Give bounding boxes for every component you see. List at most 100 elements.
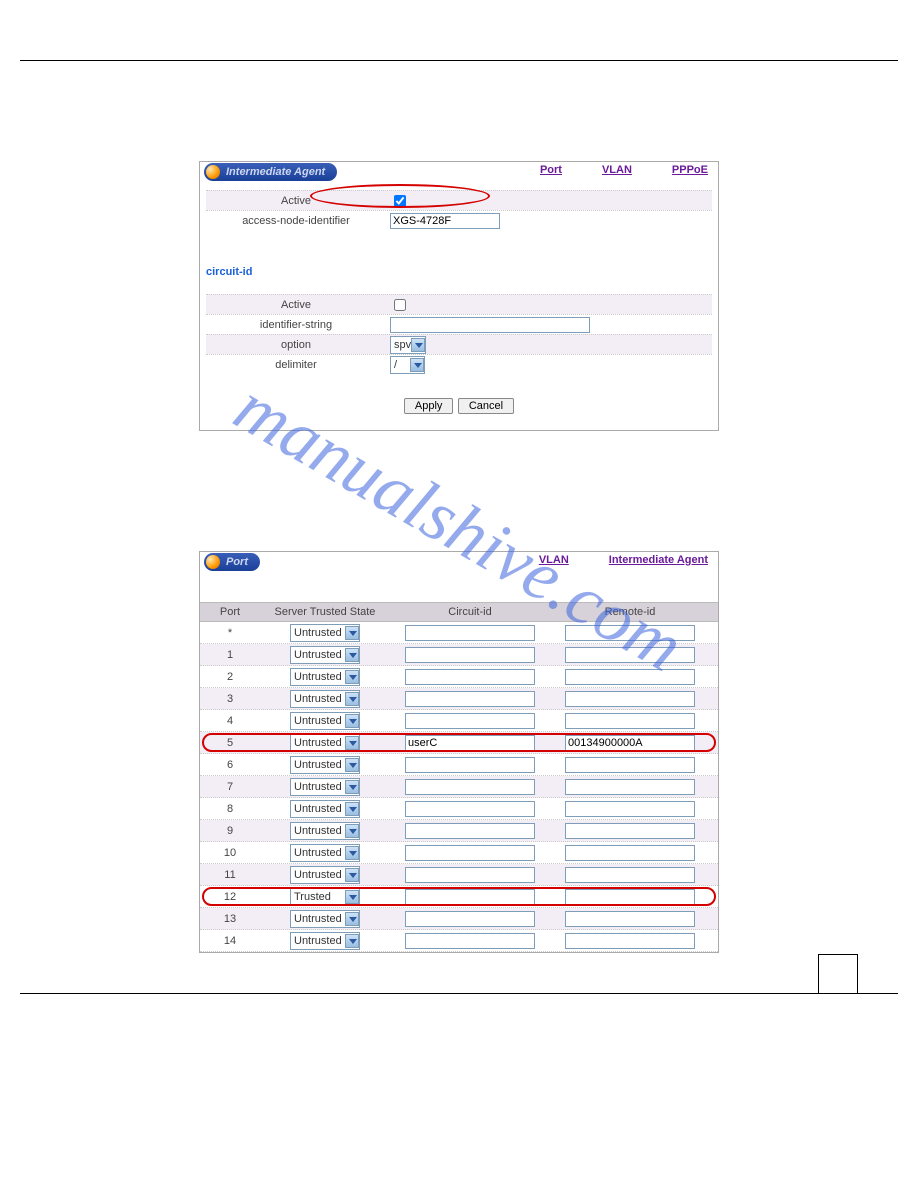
state-cell: Untrusted xyxy=(260,756,390,774)
state-cell: Untrusted xyxy=(260,668,390,686)
port-cell: 14 xyxy=(200,935,260,947)
port-cell: 3 xyxy=(200,693,260,705)
idstr-input[interactable] xyxy=(390,317,590,333)
port-cell: 13 xyxy=(200,913,260,925)
remote-id-input[interactable] xyxy=(565,933,695,949)
ani-input[interactable] xyxy=(390,213,500,229)
remote-id-input[interactable] xyxy=(565,691,695,707)
trusted-state-select[interactable]: Untrusted xyxy=(290,756,360,774)
chevron-down-icon xyxy=(345,692,359,706)
trusted-state-select[interactable]: Untrusted xyxy=(290,800,360,818)
chevron-down-icon xyxy=(345,648,359,662)
trusted-state-select[interactable]: Untrusted xyxy=(290,822,360,840)
circuit-id-cell xyxy=(390,713,550,729)
trusted-state-value: Untrusted xyxy=(294,935,342,947)
remote-id-input[interactable] xyxy=(565,625,695,641)
cancel-button[interactable]: Cancel xyxy=(458,398,514,414)
trusted-state-value: Untrusted xyxy=(294,847,342,859)
remote-id-input[interactable] xyxy=(565,779,695,795)
apply-button[interactable]: Apply xyxy=(404,398,454,414)
trusted-state-value: Untrusted xyxy=(294,693,342,705)
trusted-state-select[interactable]: Untrusted xyxy=(290,624,360,642)
trusted-state-select[interactable]: Untrusted xyxy=(290,712,360,730)
table-row: 13 Untrusted xyxy=(200,908,718,930)
circuit-id-input[interactable] xyxy=(405,735,535,751)
row-active: Active xyxy=(206,190,712,210)
remote-id-input[interactable] xyxy=(565,889,695,905)
remote-id-input[interactable] xyxy=(565,801,695,817)
link-port[interactable]: Port xyxy=(540,164,562,176)
circuit-id-input[interactable] xyxy=(405,647,535,663)
option-select[interactable]: spv xyxy=(390,336,426,354)
circuit-id-input[interactable] xyxy=(405,911,535,927)
state-cell: Trusted xyxy=(260,888,390,906)
circuit-id-cell xyxy=(390,779,550,795)
c-active-checkbox[interactable] xyxy=(394,299,406,311)
chevron-down-icon xyxy=(345,868,359,882)
remote-id-cell xyxy=(550,757,710,773)
state-cell: Untrusted xyxy=(260,734,390,752)
link-vlan[interactable]: VLAN xyxy=(602,164,632,176)
remote-id-input[interactable] xyxy=(565,911,695,927)
circuit-id-input[interactable] xyxy=(405,867,535,883)
table-row: * Untrusted xyxy=(200,622,718,644)
grid-head: Port Server Trusted State Circuit-id Rem… xyxy=(200,602,718,622)
trusted-state-select[interactable]: Untrusted xyxy=(290,866,360,884)
label-delimiter: delimiter xyxy=(206,359,386,371)
chevron-down-icon xyxy=(345,714,359,728)
table-row: 5Untrusted xyxy=(200,732,718,754)
trusted-state-select[interactable]: Untrusted xyxy=(290,668,360,686)
state-cell: Untrusted xyxy=(260,800,390,818)
circuit-id-input[interactable] xyxy=(405,669,535,685)
table-row: 6Untrusted xyxy=(200,754,718,776)
trusted-state-select[interactable]: Untrusted xyxy=(290,778,360,796)
circuit-id-input[interactable] xyxy=(405,625,535,641)
intermediate-agent-panel: Intermediate Agent Port VLAN PPPoE Activ… xyxy=(199,161,719,431)
circuit-id-input[interactable] xyxy=(405,801,535,817)
chevron-down-icon xyxy=(345,846,359,860)
remote-id-input[interactable] xyxy=(565,757,695,773)
circuit-id-cell xyxy=(390,669,550,685)
trusted-state-select[interactable]: Untrusted xyxy=(290,646,360,664)
remote-id-input[interactable] xyxy=(565,713,695,729)
circuit-id-input[interactable] xyxy=(405,823,535,839)
circuit-id-input[interactable] xyxy=(405,889,535,905)
link-intermediate-agent[interactable]: Intermediate Agent xyxy=(609,554,708,566)
delimiter-select[interactable]: / xyxy=(390,356,425,374)
label-ani: access-node-identifier xyxy=(206,215,386,227)
link-vlan-2[interactable]: VLAN xyxy=(539,554,569,566)
circuit-id-input[interactable] xyxy=(405,691,535,707)
link-pppoe[interactable]: PPPoE xyxy=(672,164,708,176)
port-cell: 7 xyxy=(200,781,260,793)
circuit-id-input[interactable] xyxy=(405,933,535,949)
remote-id-input[interactable] xyxy=(565,735,695,751)
remote-id-input[interactable] xyxy=(565,823,695,839)
trusted-state-select[interactable]: Untrusted xyxy=(290,844,360,862)
circuit-id-input[interactable] xyxy=(405,845,535,861)
chevron-down-icon xyxy=(345,912,359,926)
active-checkbox[interactable] xyxy=(394,195,406,207)
page-number-box xyxy=(818,954,858,994)
trusted-state-select[interactable]: Untrusted xyxy=(290,910,360,928)
remote-id-input[interactable] xyxy=(565,647,695,663)
port-cell: 4 xyxy=(200,715,260,727)
orb-icon xyxy=(206,555,220,569)
circuit-id-input[interactable] xyxy=(405,757,535,773)
trusted-state-select[interactable]: Untrusted xyxy=(290,734,360,752)
state-cell: Untrusted xyxy=(260,822,390,840)
port-cell: * xyxy=(200,627,260,639)
remote-id-input[interactable] xyxy=(565,867,695,883)
chevron-down-icon xyxy=(345,758,359,772)
panel-header: Intermediate Agent Port VLAN PPPoE xyxy=(200,162,718,182)
circuit-id-input[interactable] xyxy=(405,779,535,795)
remote-id-input[interactable] xyxy=(565,669,695,685)
remote-id-cell xyxy=(550,845,710,861)
option-value: spv xyxy=(394,339,411,351)
trusted-state-select[interactable]: Untrusted xyxy=(290,932,360,950)
circuit-id-input[interactable] xyxy=(405,713,535,729)
trusted-state-select[interactable]: Trusted xyxy=(290,888,360,906)
remote-id-input[interactable] xyxy=(565,845,695,861)
port-title-pill: Port xyxy=(204,553,260,571)
port-panel-header: Port VLAN Intermediate Agent xyxy=(200,552,718,572)
trusted-state-select[interactable]: Untrusted xyxy=(290,690,360,708)
